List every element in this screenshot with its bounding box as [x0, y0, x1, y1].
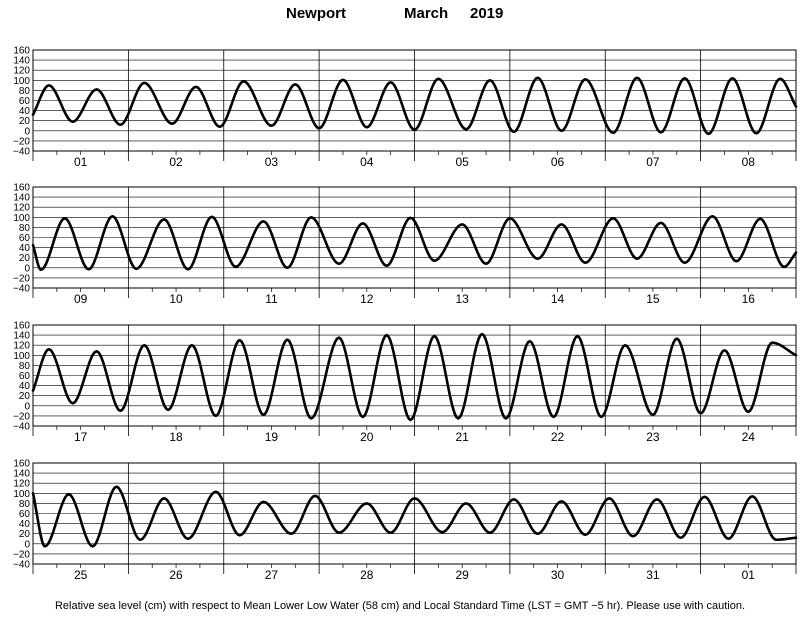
- day-label: 29: [456, 568, 470, 582]
- day-label: 27: [265, 568, 279, 582]
- day-label: 26: [169, 568, 183, 582]
- day-label: 16: [742, 292, 756, 306]
- y-tick-label: 120: [13, 203, 30, 214]
- day-label: 02: [169, 155, 183, 169]
- y-tick-label: 40: [19, 381, 31, 392]
- day-label: 01: [74, 155, 88, 169]
- y-tick-label: 100: [13, 213, 30, 224]
- day-label: 18: [169, 430, 183, 444]
- panel-frame: [32, 186, 797, 289]
- day-label: 19: [265, 430, 279, 444]
- y-tick-label: 20: [19, 253, 31, 264]
- y-tick-label: 160: [13, 46, 30, 57]
- y-tick-label: 20: [19, 529, 31, 540]
- day-label: 01: [742, 568, 756, 582]
- day-label: 08: [742, 155, 756, 169]
- y-tick-label: 140: [13, 331, 30, 342]
- panel-frame: [32, 324, 797, 427]
- y-tick-label: −20: [13, 411, 30, 422]
- y-tick-label: 80: [19, 223, 31, 234]
- day-label: 09: [74, 292, 88, 306]
- y-tick-label: −40: [13, 147, 30, 158]
- chart-title: Newport March 2019: [0, 5, 800, 27]
- y-tick-label: 60: [19, 371, 31, 382]
- day-label: 03: [265, 155, 279, 169]
- y-tick-label: 0: [24, 263, 30, 274]
- chart-caption: Relative sea level (cm) with respect to …: [54, 600, 746, 612]
- y-tick-label: −40: [13, 284, 30, 295]
- y-tick-label: 100: [13, 351, 30, 362]
- day-label: 14: [551, 292, 565, 306]
- day-label: 15: [646, 292, 660, 306]
- y-tick-label: 0: [24, 126, 30, 137]
- y-tick-label: 40: [19, 243, 31, 254]
- tide-series-line: [31, 485, 798, 548]
- y-tick-label: 80: [19, 86, 31, 97]
- y-tick-label: −20: [13, 549, 30, 560]
- y-tick-label: 60: [19, 509, 31, 520]
- day-label: 11: [265, 292, 278, 306]
- y-tick-label: −20: [13, 136, 30, 147]
- y-tick-label: 120: [13, 341, 30, 352]
- y-tick-label: 80: [19, 361, 31, 372]
- day-label: 04: [360, 155, 374, 169]
- day-label: 22: [551, 430, 565, 444]
- title-year: 2019: [470, 5, 504, 22]
- day-label: 23: [646, 430, 660, 444]
- y-tick-label: 120: [13, 66, 30, 77]
- tide-series-line: [31, 214, 798, 272]
- y-tick-label: 60: [19, 233, 31, 244]
- y-tick-label: 40: [19, 519, 31, 530]
- y-tick-label: 80: [19, 499, 31, 510]
- day-label: 13: [456, 292, 470, 306]
- y-tick-label: 160: [13, 321, 30, 332]
- y-tick-label: 140: [13, 469, 30, 480]
- day-label: 07: [646, 155, 660, 169]
- y-tick-label: 20: [19, 116, 31, 127]
- y-tick-label: 120: [13, 479, 30, 490]
- day-label: 30: [551, 568, 565, 582]
- day-label: 28: [360, 568, 374, 582]
- title-station: Newport: [286, 5, 346, 22]
- day-label: 20: [360, 430, 374, 444]
- tide-series-line: [31, 76, 798, 136]
- day-label: 10: [169, 292, 183, 306]
- panel-frame: [32, 49, 797, 152]
- day-label: 05: [456, 155, 470, 169]
- y-tick-label: 60: [19, 96, 31, 107]
- y-tick-label: 0: [24, 539, 30, 550]
- y-tick-label: 100: [13, 489, 30, 500]
- day-label: 06: [551, 155, 565, 169]
- day-label: 17: [74, 430, 88, 444]
- y-tick-label: −20: [13, 273, 30, 284]
- y-tick-label: 160: [13, 183, 30, 194]
- day-label: 24: [742, 430, 756, 444]
- day-label: 25: [74, 568, 88, 582]
- y-tick-label: 40: [19, 106, 31, 117]
- day-label: 21: [456, 430, 470, 444]
- y-tick-label: 20: [19, 391, 31, 402]
- day-label: 12: [360, 292, 374, 306]
- panel-frame: [32, 462, 797, 565]
- y-tick-label: 100: [13, 76, 30, 87]
- y-tick-label: 140: [13, 193, 30, 204]
- y-tick-label: 160: [13, 459, 30, 470]
- day-label: 31: [646, 568, 660, 582]
- title-month: March: [404, 5, 449, 22]
- y-tick-label: −40: [13, 560, 30, 571]
- y-tick-label: −40: [13, 422, 30, 433]
- tide-series-line: [31, 332, 798, 422]
- y-tick-label: 140: [13, 56, 30, 67]
- y-tick-label: 0: [24, 401, 30, 412]
